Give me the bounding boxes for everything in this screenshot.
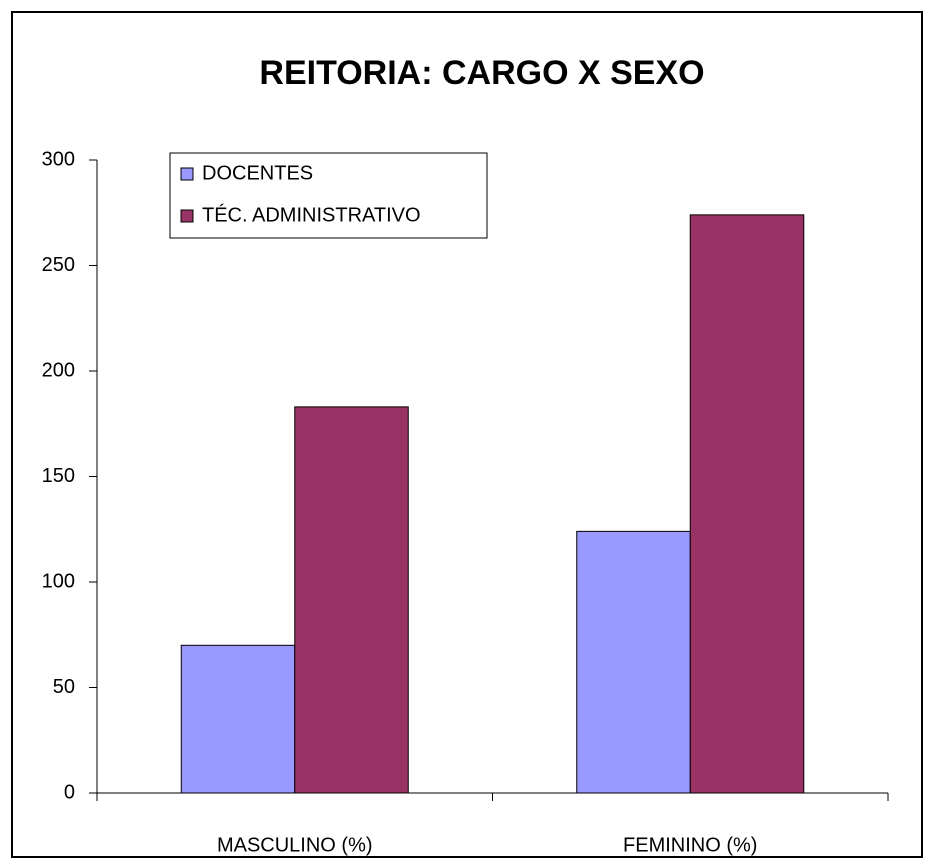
y-tick-label: 300 — [42, 148, 75, 170]
legend-label: TÉC. ADMINISTRATIVO — [202, 203, 421, 226]
bar — [689, 214, 805, 794]
y-tick-label: 50 — [53, 676, 75, 698]
y-tick-label: 100 — [42, 570, 75, 592]
y-tick-label: 250 — [42, 254, 75, 276]
y-tick-label: 200 — [42, 359, 75, 381]
bar — [294, 406, 409, 794]
bar — [576, 530, 691, 794]
y-tick-label: 0 — [64, 781, 75, 803]
bar — [180, 644, 296, 794]
legend-swatch — [180, 209, 194, 223]
legend-swatch — [180, 167, 194, 181]
chart-title: REITORIA: CARGO X SEXO — [259, 54, 704, 92]
legend-label: DOCENTES — [202, 162, 313, 184]
x-tick-label: FEMININO (%) — [623, 834, 757, 856]
y-tick-label: 150 — [42, 465, 75, 487]
legend-box — [169, 152, 488, 239]
x-tick-label: MASCULINO (%) — [217, 834, 373, 856]
